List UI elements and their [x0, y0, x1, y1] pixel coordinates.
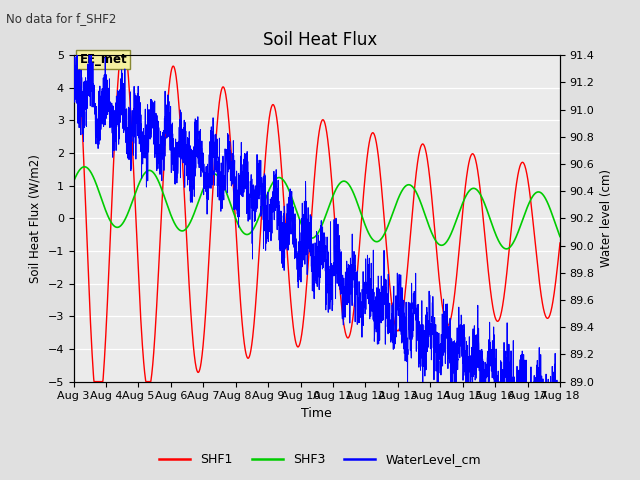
Text: EE_met: EE_met [79, 53, 127, 66]
Text: Soil Heat Flux: Soil Heat Flux [263, 31, 377, 49]
Text: No data for f_SHF2: No data for f_SHF2 [6, 12, 116, 25]
Y-axis label: Soil Heat Flux (W/m2): Soil Heat Flux (W/m2) [29, 154, 42, 283]
Legend: SHF1, SHF3, WaterLevel_cm: SHF1, SHF3, WaterLevel_cm [154, 448, 486, 471]
Y-axis label: Water level (cm): Water level (cm) [600, 169, 613, 267]
X-axis label: Time: Time [301, 407, 332, 420]
